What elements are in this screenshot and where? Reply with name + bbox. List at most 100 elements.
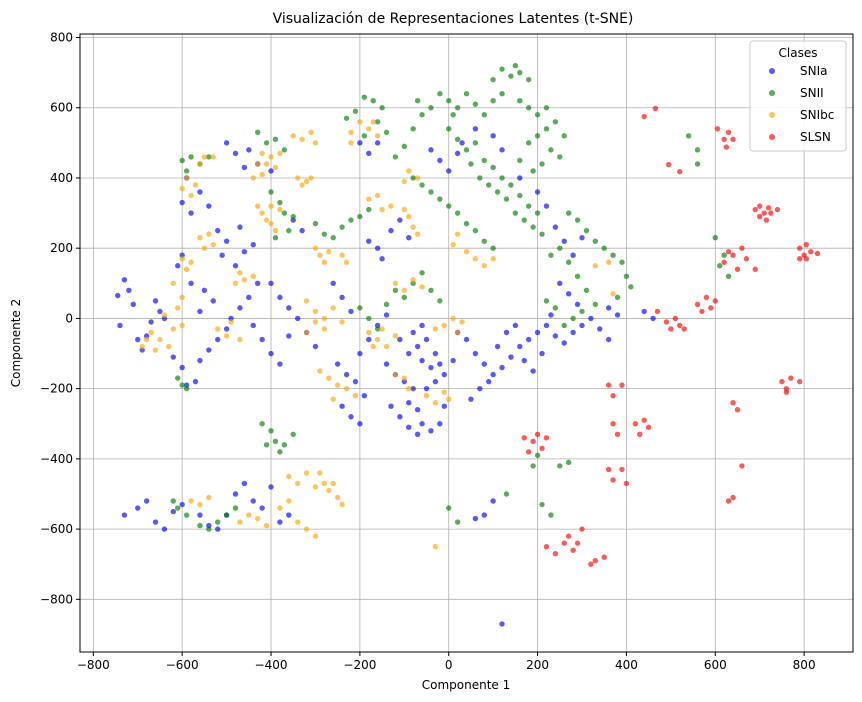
data-point	[530, 368, 536, 374]
legend-marker	[769, 134, 775, 140]
data-point	[250, 241, 256, 248]
data-point	[326, 249, 332, 255]
data-point	[543, 543, 550, 550]
data-point	[308, 175, 314, 181]
data-point	[339, 319, 345, 325]
data-point	[419, 421, 425, 427]
x-tick-label: −200	[343, 658, 376, 672]
data-point	[610, 291, 616, 297]
data-point	[463, 336, 470, 343]
data-point	[525, 76, 532, 83]
data-point	[534, 329, 541, 336]
data-point	[188, 210, 194, 216]
data-point	[552, 305, 559, 311]
data-point	[357, 350, 363, 357]
data-point	[530, 168, 536, 174]
data-point	[463, 90, 470, 97]
y-tick-label: 600	[50, 101, 73, 115]
data-point	[197, 522, 203, 529]
data-point	[468, 396, 474, 402]
data-point	[357, 140, 363, 146]
data-point	[255, 161, 261, 167]
data-point	[192, 378, 199, 385]
data-point	[446, 126, 452, 132]
data-point	[183, 168, 190, 174]
data-point	[672, 315, 678, 322]
data-point	[472, 515, 479, 522]
legend-marker	[769, 112, 775, 118]
data-point	[525, 336, 532, 343]
data-point	[796, 245, 803, 251]
data-point	[392, 154, 399, 160]
data-point	[779, 378, 785, 385]
data-point	[286, 305, 292, 311]
data-point	[512, 210, 519, 216]
data-point	[441, 389, 447, 395]
data-point	[246, 294, 252, 301]
data-point	[330, 234, 336, 241]
data-point	[534, 112, 541, 118]
legend-label: SLSN	[800, 130, 831, 144]
data-point	[352, 378, 359, 385]
data-point	[117, 322, 123, 329]
data-point	[601, 245, 607, 251]
data-point	[255, 129, 261, 136]
data-point	[419, 322, 425, 329]
data-point	[361, 133, 368, 139]
data-point	[299, 136, 305, 143]
data-point	[175, 505, 181, 511]
data-point	[565, 210, 572, 216]
data-point	[374, 336, 381, 343]
data-point	[241, 480, 248, 487]
data-point	[414, 98, 421, 104]
data-point	[730, 136, 736, 143]
data-point	[570, 252, 576, 258]
x-axis-ticks: −800 −600 −400 −200 0 200 400 600 800	[77, 652, 816, 672]
data-point	[250, 175, 256, 181]
data-point	[410, 329, 416, 336]
data-point	[517, 157, 523, 164]
data-point	[179, 294, 185, 301]
data-point	[490, 245, 496, 251]
data-point	[361, 94, 368, 100]
data-point	[366, 315, 372, 322]
data-point	[446, 98, 452, 104]
data-point	[366, 238, 372, 244]
data-point	[312, 484, 319, 490]
data-point	[565, 259, 572, 265]
data-point	[757, 203, 763, 209]
data-point	[175, 263, 181, 269]
data-point	[446, 203, 452, 209]
data-point	[401, 287, 408, 294]
data-point	[237, 519, 243, 525]
data-point	[552, 550, 559, 557]
data-point	[419, 357, 425, 364]
data-point	[441, 322, 447, 329]
data-point	[312, 343, 319, 350]
data-point	[610, 392, 616, 399]
data-point	[450, 112, 456, 118]
data-point	[383, 129, 390, 136]
data-point	[561, 133, 567, 139]
data-point	[397, 217, 403, 223]
data-point	[268, 280, 274, 287]
data-point	[565, 291, 572, 297]
data-point	[517, 69, 523, 76]
data-point	[499, 66, 505, 72]
data-point	[392, 333, 399, 339]
data-point	[486, 182, 492, 188]
data-point	[348, 140, 354, 146]
data-point	[432, 326, 439, 332]
data-point	[641, 417, 647, 423]
data-point	[379, 256, 385, 262]
data-point	[525, 203, 532, 209]
data-point	[228, 319, 234, 325]
data-point	[721, 252, 727, 258]
data-point	[579, 526, 585, 532]
data-point	[170, 508, 176, 515]
data-point	[348, 414, 354, 420]
data-point	[183, 385, 190, 392]
data-point	[197, 161, 203, 167]
data-point	[268, 428, 274, 434]
